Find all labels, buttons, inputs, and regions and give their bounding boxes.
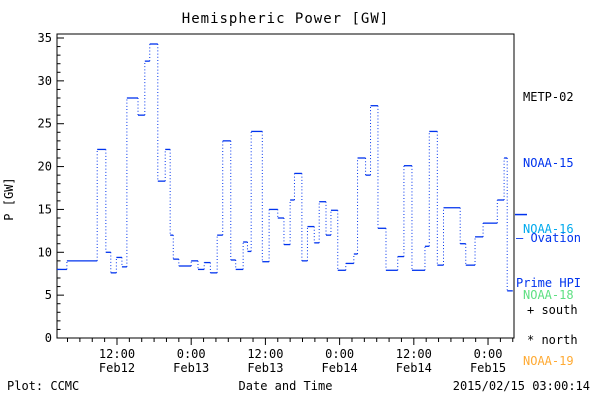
plot-border xyxy=(56,33,515,339)
plot-source-label: Plot: CCMC xyxy=(7,379,80,393)
y-tick-label: 20 xyxy=(38,160,52,174)
y-tick-label: 0 xyxy=(45,331,52,345)
x-tick-date-label: Feb13 xyxy=(173,361,209,375)
x-tick-date-label: Feb15 xyxy=(470,361,506,375)
x-tick-time-label: 12:00 xyxy=(396,347,432,361)
y-tick-label: 35 xyxy=(38,31,52,45)
x-tick-date-label: Feb13 xyxy=(247,361,283,375)
legend-item-metp02: METP-02 xyxy=(523,90,574,104)
chart-title: Hemispheric Power [GW] xyxy=(181,11,390,27)
satellite-legend: METP-02 NOAA-15 NOAA-16 NOAA-18 NOAA-19 xyxy=(523,42,574,400)
x-tick-time-label: 0:00 xyxy=(474,347,503,361)
north-hemisphere-marker-label: * north xyxy=(527,333,578,347)
y-axis-label: P [GW] xyxy=(2,177,16,221)
legend-item-noaa18: NOAA-18 xyxy=(523,288,574,302)
legend-item-noaa16: NOAA-16 xyxy=(523,222,574,236)
y-tick-label: 25 xyxy=(38,117,52,131)
y-tick-label: 30 xyxy=(38,74,52,88)
south-hemisphere-marker-label: + south xyxy=(527,303,578,317)
x-axis-title: Date and Time xyxy=(238,379,333,393)
plot-timestamp: 2015/02/15 03:00:14 xyxy=(452,379,590,393)
x-tick-date-label: Feb14 xyxy=(322,361,358,375)
ovation-label-line1: — Ovation xyxy=(516,231,582,245)
ovation-label-line2: Prime HPI xyxy=(516,276,582,290)
x-tick-time-label: 12:00 xyxy=(247,347,283,361)
x-tick-time-label: 0:00 xyxy=(177,347,206,361)
x-tick-time-label: 0:00 xyxy=(325,347,354,361)
y-tick-label: 10 xyxy=(38,245,52,259)
y-tick-label: 15 xyxy=(38,202,52,216)
x-tick-date-label: Feb12 xyxy=(99,361,135,375)
x-tick-date-label: Feb14 xyxy=(396,361,432,375)
legend-item-noaa19: NOAA-19 xyxy=(523,354,574,368)
y-tick-label: 5 xyxy=(45,288,52,302)
x-tick-time-label: 12:00 xyxy=(99,347,135,361)
ovation-prime-hpi-label: — Ovation Prime HPI xyxy=(516,201,581,321)
legend-item-noaa15: NOAA-15 xyxy=(523,156,574,170)
